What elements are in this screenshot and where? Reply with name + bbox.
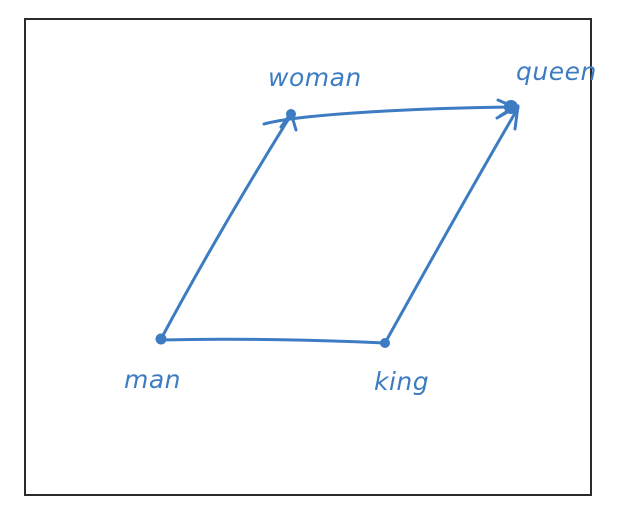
node-label-woman: woman [268, 63, 362, 92]
arrowhead-at-queen-from-king [495, 104, 520, 131]
node-man-dot [155, 333, 167, 345]
edge-man-to-woman [159, 113, 293, 341]
diagram-frame [24, 18, 592, 496]
edge-woman-to-queen [262, 105, 515, 126]
node-woman-dot [286, 109, 296, 119]
node-king-dot [380, 338, 390, 348]
edge-man-to-king [159, 337, 387, 345]
node-label-queen: queen [516, 57, 597, 86]
node-label-man: man [124, 365, 181, 394]
edge-king-to-queen [383, 106, 520, 345]
node-label-king: king [374, 367, 429, 396]
node-queen-dot [504, 100, 518, 114]
